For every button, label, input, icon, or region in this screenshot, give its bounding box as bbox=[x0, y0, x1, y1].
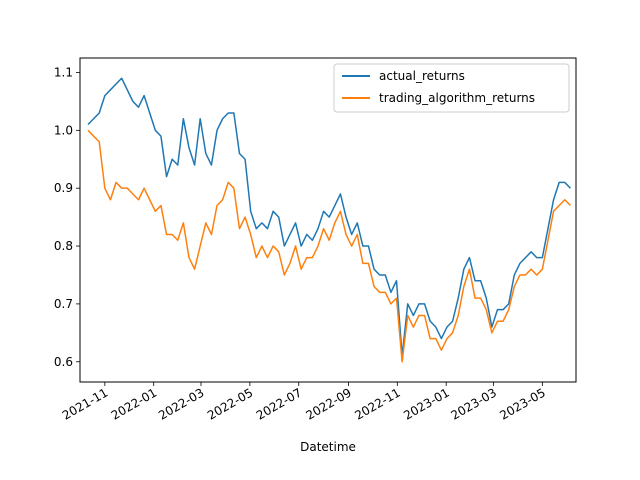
y-tick-label: 0.6 bbox=[54, 355, 73, 369]
y-tick-label: 1.0 bbox=[54, 123, 73, 137]
x-axis-label: Datetime bbox=[300, 440, 356, 454]
y-tick-label: 1.1 bbox=[54, 65, 73, 79]
y-axis: 0.6 0.7 0.8 0.9 1.0 1.1 bbox=[54, 65, 80, 369]
legend: actual_returns trading_algorithm_returns bbox=[333, 63, 570, 113]
series-layer bbox=[87, 77, 571, 363]
y-tick-label: 0.7 bbox=[54, 297, 73, 311]
series-line-trading-algorithm-returns bbox=[87, 129, 571, 363]
legend-label-actual-returns: actual_returns bbox=[379, 69, 465, 83]
series-line-actual-returns bbox=[87, 77, 571, 357]
plot-frame bbox=[79, 57, 577, 383]
legend-label-trading-algorithm-returns: trading_algorithm_returns bbox=[379, 91, 535, 105]
y-tick-label: 0.8 bbox=[54, 239, 73, 253]
y-tick-label: 0.9 bbox=[54, 181, 73, 195]
legend-box bbox=[333, 63, 570, 113]
